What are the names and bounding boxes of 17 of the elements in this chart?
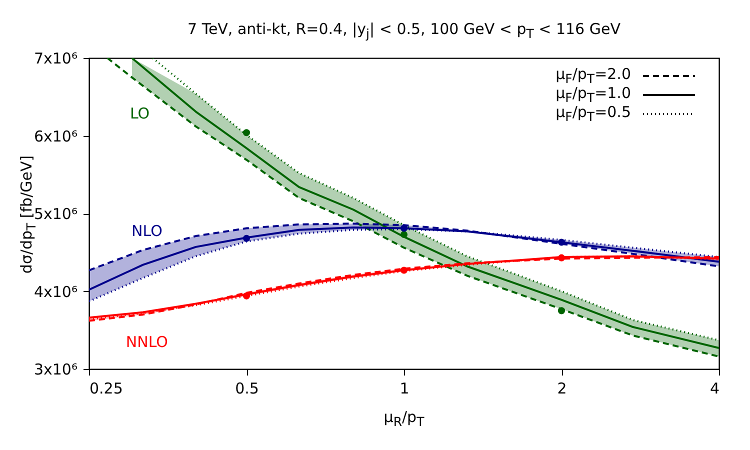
x-tick-label: 0.25 [90, 380, 123, 398]
x-tick-label: 0.5 [235, 380, 259, 398]
series-label: LO [130, 104, 150, 123]
y-tick-label: 7x10⁶ [34, 50, 78, 68]
x-tick-label: 4 [710, 380, 720, 398]
annotation: μ$_{F}$/p$_{T}$=0.5 [556, 103, 631, 124]
x-tick-label: 1 [400, 380, 410, 398]
x-axis-title: μ$_{R}$/p$_{T}$ [382, 408, 426, 429]
series-label: NNLO [126, 333, 168, 352]
y-tick-label: 3x10⁶ [34, 360, 78, 378]
annotation: μ$_{F}$/p$_{T}$=2.0 [556, 65, 631, 86]
y-tick-label: 4x10⁶ [34, 282, 78, 301]
y-tick-label: 6x10⁶ [34, 127, 78, 146]
annotation: μ$_{F}$/p$_{T}$=1.0 [556, 84, 631, 105]
x-tick-label: 2 [557, 380, 567, 398]
chart-title: 7 TeV, anti-kt, R=0.4, |y$_{j}$| < 0.5, 100 GeV < p$_{T}$ < 116 GeV [186, 20, 622, 41]
series-label: NLO [132, 222, 162, 240]
